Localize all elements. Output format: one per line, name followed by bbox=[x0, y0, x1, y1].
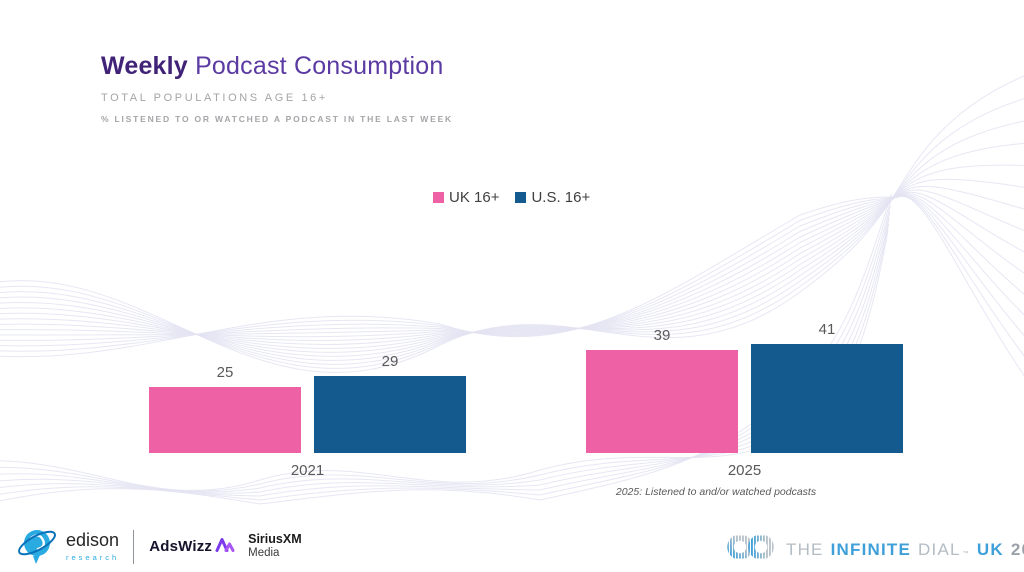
page-title-rest: Podcast Consumption bbox=[195, 52, 444, 80]
dial-uk: UK bbox=[976, 539, 1004, 559]
legend-swatch-us bbox=[515, 192, 527, 203]
adswizz-wordmark: AdsWizz bbox=[149, 538, 213, 555]
category-label: 2025 bbox=[727, 462, 762, 479]
infinity-icon bbox=[727, 528, 777, 571]
siriusxm-media-logo: SiriusXM Media bbox=[248, 532, 302, 560]
dial-dial: DIAL bbox=[918, 539, 961, 559]
legend-swatch-uk bbox=[433, 192, 444, 203]
edison-research-logo: edison research bbox=[16, 521, 119, 572]
bar-value-label: 29 bbox=[381, 353, 399, 370]
legend-item-uk: UK 16+ bbox=[433, 189, 499, 206]
dial-infinite: INFINITE bbox=[830, 539, 912, 559]
legend-label-uk: UK 16+ bbox=[449, 189, 500, 206]
edison-sub-label: research bbox=[66, 553, 120, 562]
bar-uk16-2021 bbox=[149, 387, 301, 453]
page-description: % LISTENED TO OR WATCHED A PODCAST IN TH… bbox=[101, 114, 453, 124]
chart-legend: UK 16+ U.S. 16+ bbox=[433, 189, 590, 206]
dial-trademark: ™ bbox=[962, 550, 970, 557]
bar-value-label: 25 bbox=[216, 364, 234, 381]
edison-planet-icon bbox=[16, 521, 62, 572]
dial-the: THE bbox=[786, 539, 824, 559]
slide-header: Weekly Podcast Consumption TOTAL POPULAT… bbox=[101, 52, 453, 124]
edison-wordmark: edison bbox=[66, 530, 120, 550]
category-label: 2021 bbox=[290, 462, 325, 479]
page-title: Weekly Podcast Consumption bbox=[101, 52, 453, 81]
legend-label-us: U.S. 16+ bbox=[531, 189, 591, 206]
chart-footnote: 2025: Listened to and/or watched podcast… bbox=[615, 486, 817, 498]
adswizz-logo: AdsWizz bbox=[149, 536, 236, 558]
legend-item-us: U.S. 16+ bbox=[515, 189, 590, 206]
bar-uk16-2025 bbox=[586, 350, 738, 453]
page-subtitle: TOTAL POPULATIONS AGE 16+ bbox=[101, 92, 328, 104]
infinite-dial-logo: THE INFINITE DIAL ™ UK 2025 bbox=[727, 528, 1024, 571]
bar-value-label: 41 bbox=[818, 321, 836, 338]
siriusxm-media-label: Media bbox=[248, 547, 280, 560]
adswizz-wave-icon bbox=[215, 536, 236, 558]
bar-us16-2025 bbox=[751, 344, 903, 453]
bar-us16-2021 bbox=[314, 376, 466, 453]
dial-year: 2025 bbox=[1010, 539, 1024, 559]
footer-divider bbox=[133, 529, 135, 564]
sponsor-logos: edison research AdsWizz SiriusXM Media bbox=[16, 521, 302, 572]
bar-value-label: 39 bbox=[653, 327, 671, 344]
page-title-bold: Weekly bbox=[101, 52, 188, 80]
siriusxm-wordmark: SiriusXM bbox=[248, 532, 302, 547]
